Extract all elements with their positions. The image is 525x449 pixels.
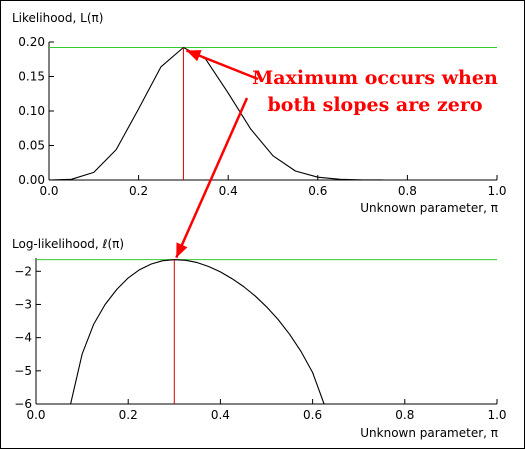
loglikelihood-ylabel: Log-likelihood, ℓ(π) — [12, 237, 124, 251]
arrow-to-loglikelihood-max-head — [176, 242, 188, 258]
loglikelihood-x-tick-label: 0.0 — [26, 408, 45, 422]
likelihood-x-tick-label: 0.2 — [129, 184, 148, 198]
likelihood-y-tick-label: 0.20 — [18, 35, 45, 49]
annotation-line-2: both slopes are zero — [267, 94, 482, 116]
likelihood-x-tick-label: 0.4 — [219, 184, 238, 198]
annotation: Maximum occurs when both slopes are zero — [175, 49, 498, 259]
loglikelihood-x-tick-label: 0.6 — [303, 408, 322, 422]
likelihood-y-tick-label: 0.00 — [18, 173, 45, 187]
loglikelihood-y-tick-label: −4 — [14, 331, 32, 345]
loglikelihood-y-tick-label: −2 — [14, 264, 32, 278]
arrow-to-loglikelihood-max-shaft — [175, 97, 249, 259]
loglikelihood-x-tick-label: 1.0 — [487, 408, 506, 422]
loglikelihood-curve — [70, 259, 325, 405]
likelihood-chart: Likelihood, L(π) Unknown parameter, π 0.… — [12, 11, 507, 215]
likelihood-x-tick-label: 1.0 — [487, 184, 506, 198]
loglikelihood-x-tick-label: 0.8 — [395, 408, 414, 422]
likelihood-x-tick-label: 0.0 — [39, 184, 58, 198]
likelihood-y-tick-label: 0.15 — [18, 70, 45, 84]
likelihood-x-tick-label: 0.8 — [398, 184, 417, 198]
likelihood-y-tick-label: 0.10 — [18, 104, 45, 118]
arrow-to-likelihood-max-head — [186, 50, 202, 62]
loglikelihood-x-tick-label: 0.4 — [211, 408, 230, 422]
loglikelihood-xlabel: Unknown parameter, π — [360, 426, 498, 440]
likelihood-curve — [48, 46, 408, 181]
likelihood-xlabel: Unknown parameter, π — [360, 201, 498, 215]
loglikelihood-y-tick-label: −5 — [14, 364, 32, 378]
loglikelihood-chart: Log-likelihood, ℓ(π) Unknown parameter, … — [12, 237, 507, 440]
likelihood-y-tick-label: 0.05 — [18, 139, 45, 153]
likelihood-x-tick-label: 0.6 — [308, 184, 327, 198]
loglikelihood-y-tick-label: −3 — [14, 297, 32, 311]
loglikelihood-y-tick-label: −6 — [14, 397, 32, 411]
loglikelihood-x-tick-label: 0.2 — [119, 408, 138, 422]
likelihood-ylabel: Likelihood, L(π) — [12, 11, 103, 25]
annotation-line-1: Maximum occurs when — [252, 67, 498, 89]
